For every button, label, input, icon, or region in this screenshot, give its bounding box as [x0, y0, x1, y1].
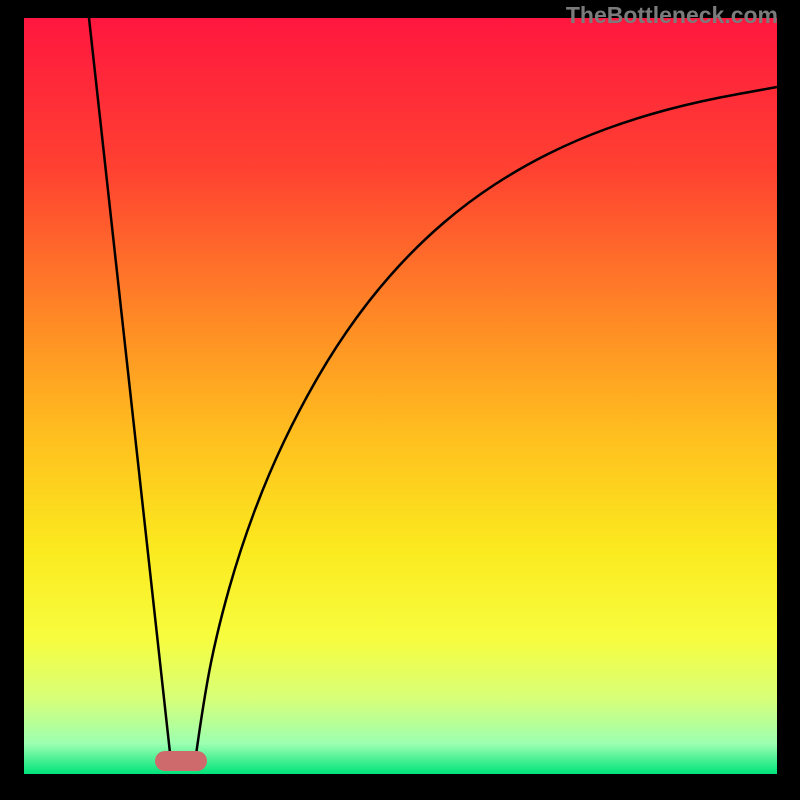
right-curve — [195, 87, 777, 762]
watermark-text: TheBottleneck.com — [566, 2, 778, 29]
left-line — [89, 18, 171, 762]
curve-layer — [0, 0, 800, 800]
bottleneck-marker — [155, 751, 207, 771]
chart-container: TheBottleneck.com — [0, 0, 800, 800]
